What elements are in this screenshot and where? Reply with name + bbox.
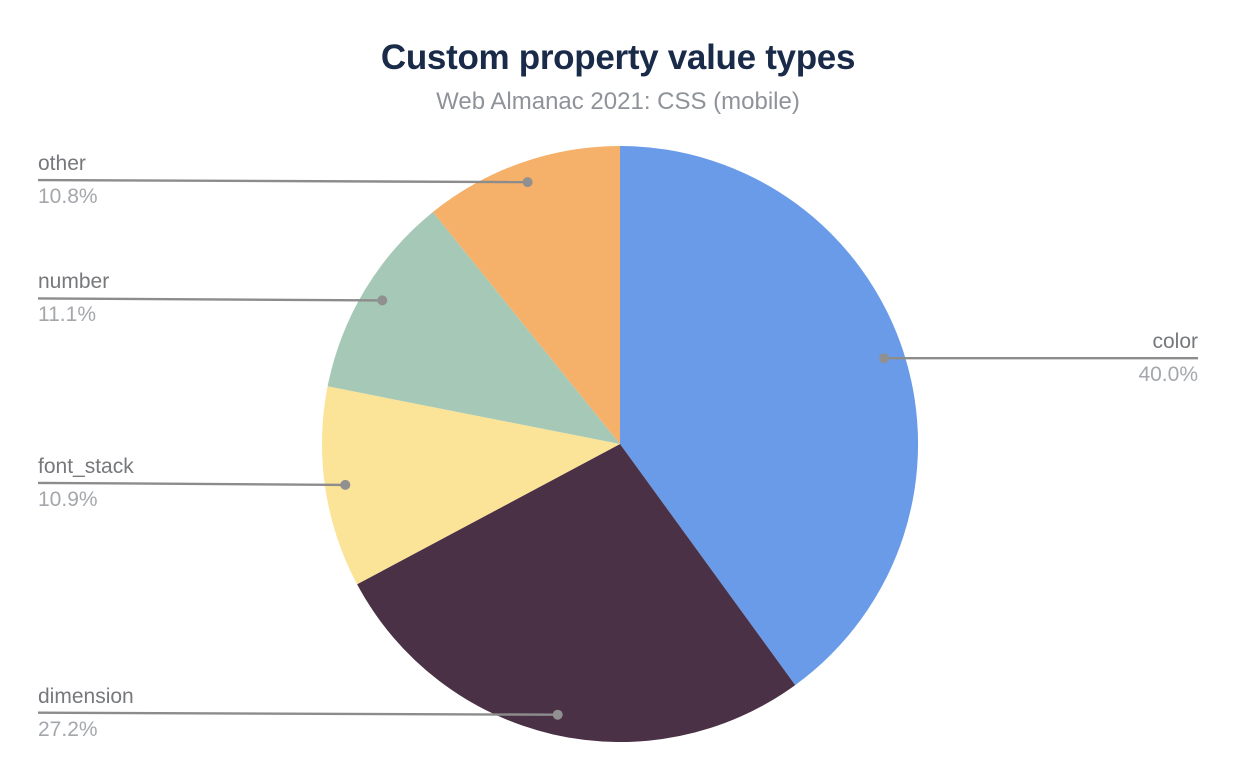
leader-dot-number xyxy=(377,295,388,306)
leader-line-font_stack xyxy=(37,481,346,487)
slice-value-font_stack: 10.9% xyxy=(38,487,98,511)
pie-slice-other[interactable] xyxy=(432,145,620,444)
slice-label-other: other xyxy=(38,152,86,176)
slice-label-font_stack: font_stack xyxy=(38,454,134,478)
slice-label-color: color xyxy=(1152,330,1198,354)
slice-label-number: number xyxy=(38,270,110,294)
slice-label-dimension: dimension xyxy=(38,684,134,708)
leader-dot-font_stack xyxy=(340,479,351,490)
slice-value-color: 40.0% xyxy=(1138,363,1198,387)
leader-line-dimension xyxy=(37,711,558,716)
pie-slice-number[interactable] xyxy=(327,212,620,444)
pie-slice-dimension[interactable] xyxy=(357,444,796,743)
leader-dot-color xyxy=(879,353,890,364)
slice-value-dimension: 27.2% xyxy=(38,717,98,741)
slice-value-number: 11.1% xyxy=(38,303,96,327)
chart-title: Custom property value types xyxy=(380,38,856,77)
leader-line-number xyxy=(37,297,383,302)
slice-value-other: 10.8% xyxy=(38,185,98,209)
chart-subtitle: Web Almanac 2021: CSS (mobile) xyxy=(436,88,800,115)
leader-dot-dimension xyxy=(552,709,563,720)
pie-slice-color[interactable] xyxy=(620,146,919,686)
leader-dot-other xyxy=(522,177,533,188)
pie-slice-font_stack[interactable] xyxy=(321,386,620,585)
leader-line-other xyxy=(37,178,528,184)
